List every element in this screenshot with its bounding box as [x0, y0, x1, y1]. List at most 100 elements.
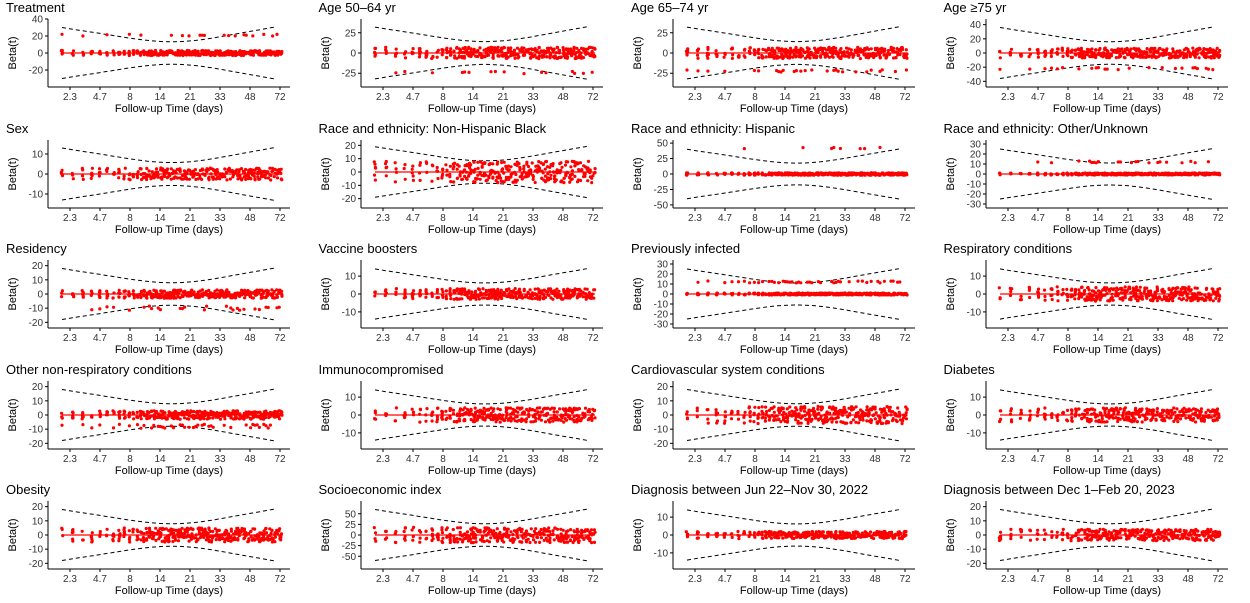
residual-point [508, 174, 512, 179]
residual-point [164, 295, 168, 300]
residual-point [187, 417, 191, 421]
residual-point [196, 411, 200, 415]
residual-point [81, 295, 85, 299]
residual-point [464, 162, 468, 166]
residual-point [526, 174, 530, 178]
residual-point [475, 173, 479, 177]
residual-point [827, 46, 831, 50]
x-axis-label: Follow-up Time (days) [427, 344, 535, 356]
residual-point [520, 171, 524, 175]
residual-point [238, 173, 242, 177]
residual-point [1128, 47, 1133, 51]
confidence-band-lower [374, 304, 589, 321]
residual-point [706, 279, 710, 283]
x-tick-label: 4.7 [406, 333, 420, 344]
residual-point [418, 160, 422, 164]
residual-point [1060, 54, 1065, 59]
residual-point [461, 46, 465, 51]
residual-point [423, 295, 427, 300]
residual-point [502, 160, 506, 164]
residual-point [173, 288, 177, 293]
x-tick-label: 48 [557, 333, 569, 344]
x-tick-label: 14 [779, 92, 791, 103]
residual-point [383, 289, 387, 293]
residual-point [436, 296, 440, 300]
x-tick-label: 8 [127, 213, 133, 224]
residual-point [205, 304, 209, 308]
residual-point [165, 168, 169, 172]
residual-point [131, 289, 135, 293]
x-tick-label: 21 [184, 333, 196, 344]
residual-point [90, 166, 94, 170]
residual-point [898, 53, 902, 57]
residual-point [169, 33, 173, 37]
residual-point [435, 288, 439, 292]
residual-point [1076, 288, 1080, 292]
residual-point [503, 164, 507, 168]
residual-point [1019, 294, 1023, 299]
residual-point [207, 175, 211, 179]
residual-point [253, 307, 257, 311]
residual-point [169, 411, 173, 415]
residual-point [104, 167, 109, 172]
residual-point [545, 290, 549, 294]
residual-point [1123, 294, 1127, 298]
residual-point [781, 55, 785, 60]
residual-point [81, 34, 85, 38]
residual-point [1060, 48, 1064, 53]
residual-point [455, 167, 459, 171]
residual-point [770, 46, 774, 50]
residual-point [1162, 290, 1166, 294]
residual-point [539, 176, 543, 180]
residual-point [440, 172, 444, 176]
x-tick-label: 21 [184, 92, 196, 103]
residual-point [105, 409, 109, 414]
residual-point [1073, 53, 1077, 57]
residual-point [476, 166, 480, 170]
residual-point [736, 280, 741, 284]
residual-point [844, 46, 849, 50]
residual-point [836, 54, 840, 58]
confidence-band-lower [999, 184, 1214, 200]
y-tick-label: -20 [966, 63, 981, 74]
residual-point [757, 56, 761, 60]
residual-point [526, 164, 530, 168]
x-tick-label: 2.3 [688, 213, 702, 224]
residual-point [543, 174, 547, 178]
residual-point [543, 179, 547, 183]
residual-point [1162, 297, 1166, 301]
residual-point [190, 288, 194, 292]
x-tick-label: 14 [1092, 92, 1104, 103]
y-tick-label: -20 [29, 318, 44, 329]
residual-point [151, 295, 155, 299]
residual-point [1055, 299, 1060, 303]
y-tick-label: -50 [654, 200, 669, 211]
residual-point [589, 180, 593, 184]
residual-point [98, 307, 102, 311]
residual-point [402, 296, 406, 300]
residual-point [1166, 299, 1170, 303]
residual-point [131, 173, 135, 177]
residual-point [757, 281, 761, 285]
residual-point [1179, 66, 1184, 70]
residual-point [742, 279, 746, 283]
residual-point [473, 167, 477, 171]
x-tick-label: 72 [587, 333, 599, 344]
x-tick-label: 21 [184, 213, 196, 224]
residual-point [196, 49, 200, 53]
beta-plot-panel: Respiratory conditions 10 0 -10 2.3 4.7 8 14 21 3… [938, 241, 1244, 357]
y-tick-label: 0 [350, 49, 356, 60]
x-tick-label: 33 [1152, 213, 1164, 224]
panel-title: Age ≥75 yr [943, 0, 1007, 15]
confidence-band-lower [374, 63, 589, 80]
residual-point [841, 70, 845, 74]
y-axis-label: Beta(t) [632, 36, 644, 69]
residual-point [440, 49, 444, 54]
residual-point [90, 173, 94, 177]
residual-point [417, 47, 422, 51]
residual-point [1080, 54, 1084, 58]
residual-point [127, 53, 131, 58]
residual-point [142, 175, 146, 179]
